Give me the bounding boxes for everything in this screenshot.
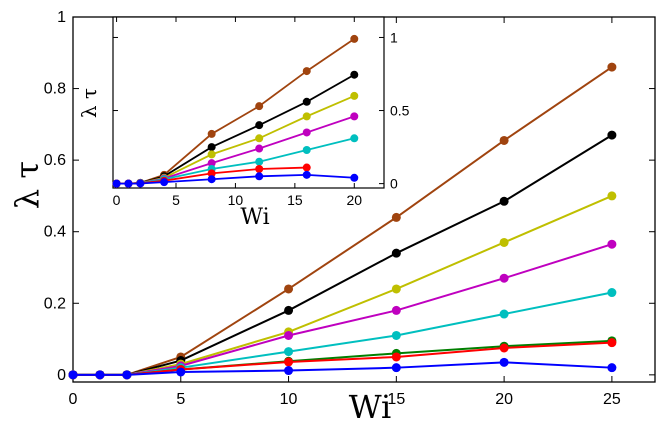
data-point xyxy=(391,212,401,222)
data-point xyxy=(499,357,509,367)
data-point xyxy=(350,70,359,79)
y-tick-label: 0.4 xyxy=(44,224,66,241)
data-point xyxy=(122,370,132,380)
data-point xyxy=(391,352,401,362)
y-tick-label: 0 xyxy=(390,176,398,192)
x-tick-label: 0 xyxy=(113,192,121,208)
main-y-axis-label: λ τ xyxy=(8,161,46,209)
data-point xyxy=(302,128,311,137)
x-tick-label: 5 xyxy=(176,391,185,408)
data-point xyxy=(284,305,294,315)
y-tick-label: 0.2 xyxy=(44,295,66,312)
data-point xyxy=(255,102,264,111)
data-point xyxy=(499,196,509,206)
series-line xyxy=(73,291,613,376)
inset-axis-ticks: 0 5 10 15 20 0 0.5 1 xyxy=(113,17,410,208)
data-point xyxy=(499,309,509,319)
data-point xyxy=(207,129,216,138)
y-tick-label: 1 xyxy=(57,9,66,26)
data-point xyxy=(255,121,264,130)
data-point xyxy=(607,288,617,298)
data-point xyxy=(391,248,401,258)
data-point xyxy=(499,237,509,247)
data-point xyxy=(255,157,264,166)
x-tick-label: 10 xyxy=(280,391,298,408)
y-tick-label: 0.5 xyxy=(390,103,410,119)
data-point xyxy=(284,284,294,294)
data-point xyxy=(255,165,264,173)
y-tick-label: 0.6 xyxy=(44,152,66,169)
data-point xyxy=(499,273,509,283)
data-point xyxy=(302,112,311,121)
inset-background xyxy=(113,17,384,188)
main-series-group xyxy=(68,62,617,380)
data-point xyxy=(607,363,617,373)
y-tick-label: 0 xyxy=(57,367,66,384)
data-point xyxy=(124,179,133,188)
data-point xyxy=(391,330,401,340)
x-tick-label: 15 xyxy=(287,192,303,208)
x-tick-label: 20 xyxy=(495,391,513,408)
data-point xyxy=(607,338,617,348)
data-point xyxy=(607,239,617,249)
data-point xyxy=(284,330,294,340)
data-point xyxy=(284,347,294,357)
inset-series-group xyxy=(112,34,359,188)
data-point xyxy=(350,91,359,100)
data-point xyxy=(136,179,145,188)
x-tick-label: 10 xyxy=(228,192,244,208)
data-point xyxy=(607,130,617,140)
data-point xyxy=(350,112,359,121)
main-x-axis-label: Wi xyxy=(349,388,392,423)
data-point xyxy=(284,357,294,367)
data-point xyxy=(207,143,216,152)
data-point xyxy=(95,370,105,380)
y-tick-label: 0.8 xyxy=(44,81,66,98)
inset-plot-frame xyxy=(112,16,385,189)
data-point xyxy=(350,134,359,143)
data-point xyxy=(391,305,401,315)
data-point xyxy=(302,97,311,106)
data-point xyxy=(255,172,264,181)
x-tick-label: 0 xyxy=(69,391,78,408)
data-point xyxy=(160,178,169,187)
data-point xyxy=(68,370,78,380)
y-tick-label: 1 xyxy=(390,29,398,45)
data-point xyxy=(302,170,311,179)
x-tick-label: 5 xyxy=(172,192,180,208)
data-point xyxy=(207,175,216,184)
data-point xyxy=(302,67,311,76)
data-point xyxy=(207,159,216,168)
data-point xyxy=(302,146,311,154)
data-point xyxy=(391,363,401,373)
data-point xyxy=(255,144,264,153)
data-point xyxy=(255,134,264,143)
data-point xyxy=(302,163,311,172)
inset-y-axis-label: λ τ xyxy=(77,88,101,118)
x-tick-label: 15 xyxy=(387,391,405,408)
data-point xyxy=(350,173,359,182)
data-point xyxy=(207,169,216,178)
data-point xyxy=(391,284,401,294)
data-point xyxy=(207,150,216,159)
data-point xyxy=(350,34,359,43)
x-tick-label: 20 xyxy=(346,192,362,208)
data-point xyxy=(607,62,617,72)
data-point xyxy=(607,191,617,201)
data-point xyxy=(499,135,509,145)
x-tick-label: 25 xyxy=(603,391,621,408)
inset-x-axis-label: Wi xyxy=(240,205,269,230)
series-line xyxy=(73,195,613,376)
data-point xyxy=(499,343,509,353)
data-point xyxy=(176,367,186,377)
data-point xyxy=(284,366,294,376)
data-point xyxy=(112,179,121,188)
